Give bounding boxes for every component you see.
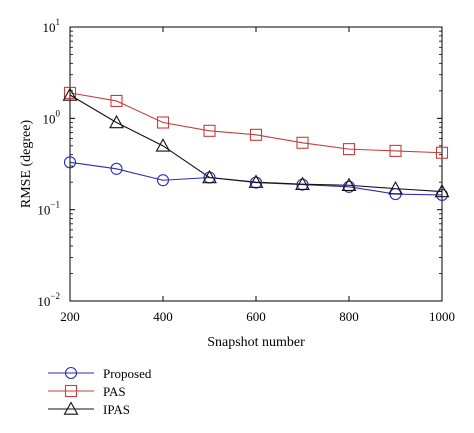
x-axis-label: Snapshot number xyxy=(207,335,305,350)
legend-item-pas: PAS xyxy=(48,384,126,399)
x-tick-label: 600 xyxy=(246,309,266,324)
y-tick-exponent: 1 xyxy=(56,17,61,27)
data-point-ipas xyxy=(62,87,78,101)
data-point-proposed xyxy=(156,174,170,187)
data-point-ipas xyxy=(202,169,217,184)
data-point-pas xyxy=(249,128,263,141)
x-tick-label: 800 xyxy=(339,309,359,324)
data-point-pas xyxy=(389,144,402,157)
series-lines xyxy=(69,92,443,196)
legend-marker-proposed xyxy=(64,366,78,380)
legend-marker-pas xyxy=(64,384,78,398)
data-point-proposed xyxy=(63,156,77,169)
series-line-ipas xyxy=(69,94,443,193)
data-point-pas xyxy=(110,94,123,107)
data-point-ipas xyxy=(434,183,450,198)
data-point-pas xyxy=(63,86,77,99)
legend-marker-ipas xyxy=(63,401,79,415)
legend-item-proposed: Proposed xyxy=(48,366,152,381)
x-tick-label: 400 xyxy=(153,309,173,324)
series-markers xyxy=(62,86,450,201)
legend-label-proposed: Proposed xyxy=(103,366,152,381)
y-tick-exponent: −2 xyxy=(50,291,60,301)
data-point-pas xyxy=(156,116,170,129)
y-tick-base: 10 xyxy=(43,20,56,35)
y-tick-label: 10−1 xyxy=(37,200,60,218)
data-point-pas xyxy=(296,136,309,149)
x-tick-label: 200 xyxy=(60,309,80,324)
data-point-pas xyxy=(203,124,216,137)
y-tick-base: 10 xyxy=(37,203,50,218)
data-point-pas xyxy=(342,143,356,156)
data-point-proposed xyxy=(110,162,123,175)
legend-item-ipas: IPAS xyxy=(48,401,130,417)
data-point-ipas xyxy=(155,138,171,152)
legend-label-pas: PAS xyxy=(103,384,126,399)
data-point-proposed xyxy=(296,178,309,191)
y-tick-label: 100 xyxy=(43,108,61,126)
y-tick-base: 10 xyxy=(37,294,50,309)
data-point-ipas xyxy=(341,177,357,192)
legend-label-ipas: IPAS xyxy=(103,402,130,417)
x-axis-ticks: 200 400 600 800 1000 xyxy=(60,27,455,324)
x-tick-label: 1000 xyxy=(429,309,455,324)
plot-area xyxy=(69,26,443,302)
y-tick-label: 101 xyxy=(43,17,61,35)
data-point-proposed xyxy=(342,180,356,193)
series-line-pas xyxy=(69,92,443,154)
y-tick-exponent: 0 xyxy=(56,108,61,118)
data-point-ipas xyxy=(109,114,124,129)
legend: Proposed PAS IPAS xyxy=(48,366,152,417)
data-point-pas xyxy=(435,146,449,159)
y-tick-base: 10 xyxy=(43,111,56,126)
data-point-proposed xyxy=(249,176,263,189)
data-point-ipas xyxy=(388,180,403,195)
data-point-ipas xyxy=(248,174,264,188)
y-tick-exponent: −1 xyxy=(50,200,60,210)
y-tick-label: 10−2 xyxy=(37,291,60,309)
data-point-ipas xyxy=(295,176,310,190)
y-axis-label: RMSE (degree) xyxy=(19,120,34,209)
